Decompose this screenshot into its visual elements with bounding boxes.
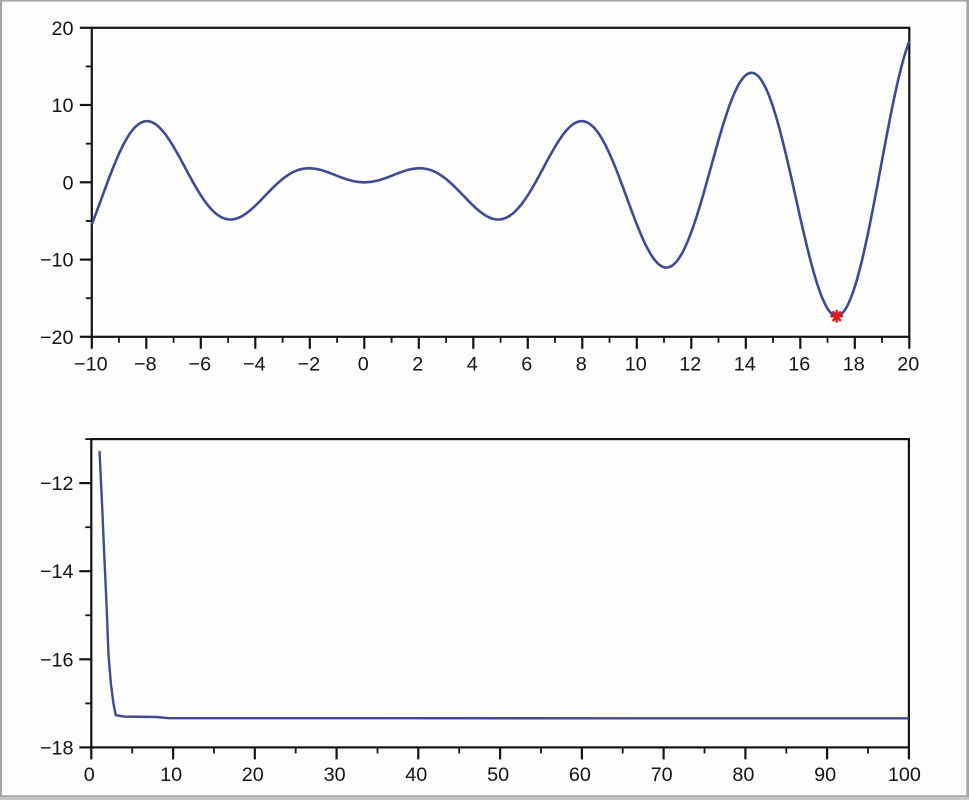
svg-text:10: 10 <box>625 354 647 376</box>
svg-text:90: 90 <box>814 764 836 786</box>
svg-text:6: 6 <box>521 354 532 376</box>
svg-text:−10: −10 <box>74 354 108 376</box>
svg-text:16: 16 <box>788 354 810 376</box>
svg-text:60: 60 <box>569 764 591 786</box>
svg-text:−8: −8 <box>134 354 157 376</box>
svg-text:−16: −16 <box>40 649 74 671</box>
svg-text:−18: −18 <box>40 737 74 759</box>
svg-text:70: 70 <box>651 764 673 786</box>
svg-text:4: 4 <box>467 354 478 376</box>
svg-text:−10: −10 <box>40 250 74 272</box>
svg-text:12: 12 <box>679 354 701 376</box>
svg-text:30: 30 <box>324 764 346 786</box>
svg-text:10: 10 <box>160 764 182 786</box>
svg-text:−4: −4 <box>243 354 266 376</box>
svg-text:−14: −14 <box>40 561 74 583</box>
svg-text:2: 2 <box>412 354 423 376</box>
svg-text:50: 50 <box>487 764 509 786</box>
svg-text:0: 0 <box>84 764 95 786</box>
svg-text:18: 18 <box>843 354 865 376</box>
svg-text:80: 80 <box>732 764 754 786</box>
svg-text:20: 20 <box>897 354 919 376</box>
svg-text:0: 0 <box>358 354 369 376</box>
svg-text:8: 8 <box>576 354 587 376</box>
svg-text:−6: −6 <box>189 354 212 376</box>
svg-text:−12: −12 <box>40 473 74 495</box>
svg-text:14: 14 <box>734 354 756 376</box>
svg-text:10: 10 <box>51 95 73 117</box>
svg-text:0: 0 <box>62 172 73 194</box>
svg-text:−2: −2 <box>298 354 321 376</box>
svg-text:20: 20 <box>242 764 264 786</box>
svg-text:100: 100 <box>888 764 921 786</box>
svg-text:−20: −20 <box>40 327 74 349</box>
svg-text:20: 20 <box>51 18 73 40</box>
svg-text:40: 40 <box>405 764 427 786</box>
